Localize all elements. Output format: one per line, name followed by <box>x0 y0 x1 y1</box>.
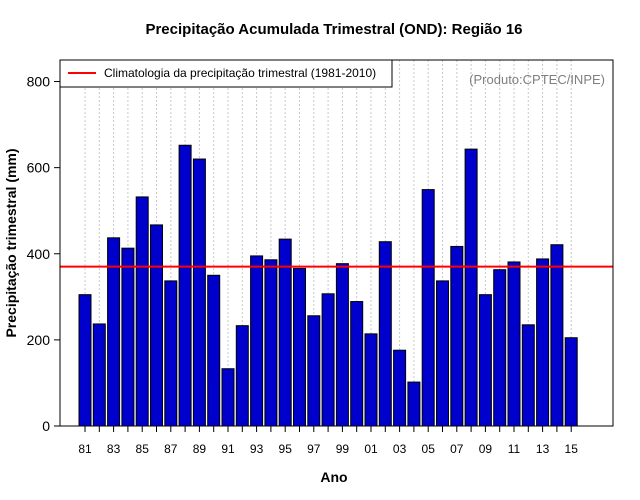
bar-97 <box>307 315 321 427</box>
bar-92 <box>235 325 249 427</box>
x-tick-label: 83 <box>107 442 121 456</box>
x-tick-label: 99 <box>336 442 350 456</box>
bar-89 <box>192 158 206 427</box>
x-tick-label: 15 <box>565 442 579 456</box>
bar-90 <box>207 274 221 427</box>
x-tick-label: 81 <box>78 442 92 456</box>
x-tick-label: 05 <box>422 442 436 456</box>
x-tick-label: 97 <box>307 442 321 456</box>
y-tick-label: 200 <box>27 332 51 348</box>
x-tick-label: 09 <box>479 442 493 456</box>
bar-05 <box>421 189 435 427</box>
bar-08 <box>464 148 478 427</box>
bar-01 <box>364 333 378 427</box>
legend: Climatologia da precipitação trimestral … <box>59 59 393 88</box>
bar-00 <box>350 301 364 427</box>
bar-04 <box>407 381 421 427</box>
x-tick-label: 85 <box>136 442 150 456</box>
bar-07 <box>450 245 464 427</box>
x-tick-label: 91 <box>221 442 235 456</box>
bar-91 <box>221 368 235 427</box>
bar-02 <box>378 241 392 427</box>
x-axis: 81 83 85 87 89 91 93 95 97 99 01 03 05 07 09 11 13 15 <box>78 426 578 456</box>
x-tick-label: 01 <box>364 442 378 456</box>
bar-06 <box>436 280 449 427</box>
bar-09 <box>478 294 492 427</box>
bar-86 <box>150 224 163 427</box>
bar-87 <box>164 280 178 427</box>
x-axis-label: Ano <box>320 469 347 485</box>
x-tick-label: 13 <box>536 442 550 456</box>
bar-10 <box>493 269 507 427</box>
bar-13 <box>536 258 550 427</box>
x-tick-label: 03 <box>393 442 407 456</box>
bar-94 <box>264 259 278 427</box>
x-tick-label: 87 <box>164 442 178 456</box>
chart-title: Precipitação Acumulada Trimestral (OND):… <box>145 21 522 38</box>
bar-03 <box>393 349 407 427</box>
bar-15 <box>564 337 578 427</box>
legend-box <box>59 59 393 88</box>
y-tick-label: 0 <box>42 418 50 434</box>
y-tick-label: 800 <box>27 74 51 90</box>
credit-text: (Produto:CPTEC/INPE) <box>469 72 605 87</box>
bar-98 <box>321 293 335 427</box>
x-tick-label: 95 <box>279 442 293 456</box>
bar-84 <box>121 247 135 427</box>
y-tick-label: 600 <box>27 160 51 176</box>
y-axis-label: Precipitação trimestral (mm) <box>3 148 19 337</box>
x-tick-label: 11 <box>508 442 521 456</box>
bar-99 <box>335 263 349 427</box>
x-tick-label: 07 <box>450 442 464 456</box>
bar-14 <box>550 244 564 427</box>
x-tick-label: 93 <box>250 442 264 456</box>
legend-label: Climatologia da precipitação trimestral … <box>104 66 376 80</box>
bar-81 <box>78 294 92 427</box>
bar-88 <box>178 144 192 427</box>
bar-85 <box>135 196 149 427</box>
y-axis: 0 200 400 600 800 <box>27 74 60 434</box>
bar-93 <box>250 255 264 427</box>
bars <box>78 144 578 427</box>
x-tick-label: 89 <box>193 442 207 456</box>
bar-82 <box>92 323 106 427</box>
bar-96 <box>293 267 306 427</box>
y-tick-label: 400 <box>27 246 51 262</box>
bar-11 <box>507 261 521 427</box>
bar-12 <box>521 324 535 427</box>
